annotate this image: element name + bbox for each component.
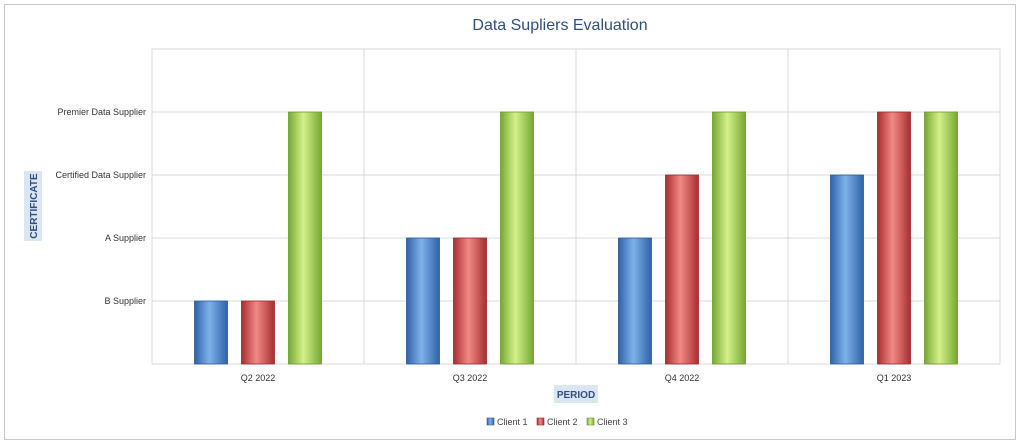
x-axis-title: PERIOD — [554, 385, 598, 403]
y-axis-title: CERTIFICATE — [24, 171, 42, 241]
x-tick-label: Q4 2022 — [665, 373, 700, 383]
bar — [830, 174, 864, 365]
bar — [288, 111, 322, 365]
y-tick-label: Premier Data Supplier — [57, 107, 146, 117]
x-axis-title-text: PERIOD — [557, 390, 595, 401]
bar — [924, 111, 958, 365]
legend-swatch — [586, 417, 595, 426]
x-tick-labels: Q2 2022 Q3 2022 Q4 2022 Q1 2023 — [241, 373, 912, 383]
bar — [665, 174, 699, 365]
bar — [241, 300, 275, 365]
x-tick-label: Q2 2022 — [241, 373, 276, 383]
bar — [712, 111, 746, 365]
bar — [406, 237, 440, 365]
y-tick-label: Certified Data Supplier — [55, 170, 146, 180]
plot-grid — [151, 48, 1001, 365]
legend-label: Client 2 — [547, 417, 578, 427]
bar — [618, 237, 652, 365]
y-tick-label: A Supplier — [105, 233, 146, 243]
x-tick-label: Q1 2023 — [877, 373, 912, 383]
legend-swatch — [486, 417, 495, 426]
bar — [877, 111, 911, 365]
legend-swatch — [536, 417, 545, 426]
chart-title: Data Supliers Evaluation — [472, 17, 647, 34]
bars — [194, 111, 958, 365]
legend-label: Client 1 — [497, 417, 528, 427]
bar — [500, 111, 534, 365]
legend: Client 1 Client 2 Client 3 — [486, 417, 628, 427]
bar — [194, 300, 228, 365]
bar — [453, 237, 487, 365]
y-axis-title-text: CERTIFICATE — [29, 173, 40, 239]
y-tick-labels: B Supplier A Supplier Certified Data Suppl… — [55, 107, 146, 306]
y-tick-label: B Supplier — [104, 296, 146, 306]
legend-label: Client 3 — [597, 417, 628, 427]
x-tick-label: Q3 2022 — [453, 373, 488, 383]
